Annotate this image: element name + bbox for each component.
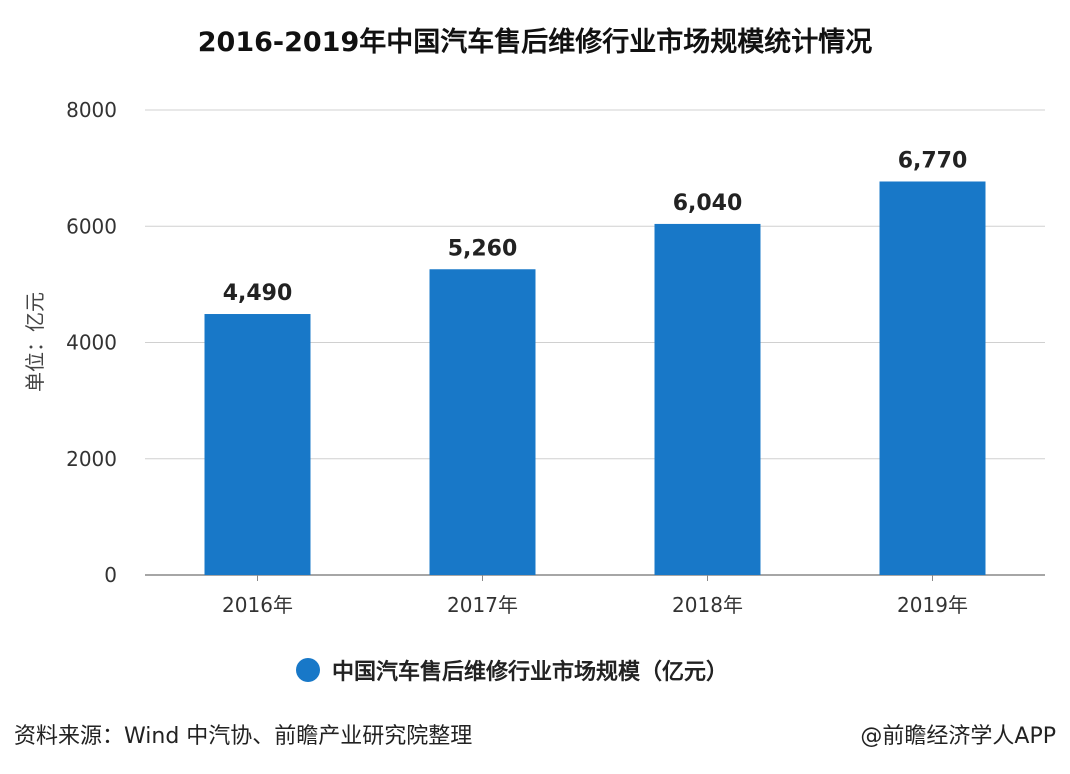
x-tick-label: 2018年 — [672, 593, 743, 617]
credit-note: @前瞻经济学人APP — [860, 724, 1056, 749]
y-tick-label: 0 — [104, 563, 117, 587]
legend-marker — [296, 658, 320, 682]
source-note: 资料来源：Wind 中汽协、前瞻产业研究院整理 — [14, 724, 473, 749]
y-tick-label: 6000 — [66, 214, 117, 238]
data-label: 6,040 — [673, 191, 743, 216]
legend-label: 中国汽车售后维修行业市场规模（亿元） — [332, 660, 729, 685]
bar — [204, 314, 311, 575]
data-label: 4,490 — [223, 281, 293, 306]
bar — [879, 181, 986, 575]
data-label: 6,770 — [898, 148, 968, 173]
x-tick-label: 2019年 — [897, 593, 968, 617]
y-tick-label: 2000 — [66, 447, 117, 471]
y-tick-label: 8000 — [66, 98, 117, 122]
bar — [429, 269, 536, 575]
chart-title: 2016-2019年中国汽车售后维修行业市场规模统计情况 — [197, 27, 873, 58]
data-label: 5,260 — [448, 236, 518, 261]
x-tick-label: 2017年 — [447, 593, 518, 617]
x-tick-label: 2016年 — [222, 593, 293, 617]
y-tick-label: 4000 — [66, 331, 117, 355]
legend: 中国汽车售后维修行业市场规模（亿元） — [296, 654, 728, 686]
y-axis-label: 单位：亿元 — [23, 292, 47, 392]
bar — [654, 223, 761, 576]
